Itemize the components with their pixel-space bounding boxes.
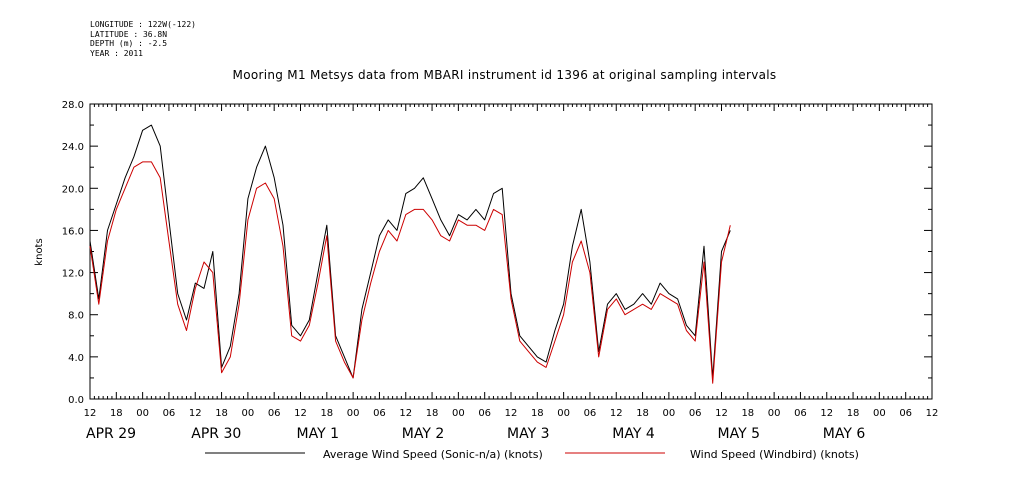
x-tick-label: 18	[320, 408, 333, 419]
x-tick-label: 06	[373, 408, 386, 419]
x-tick-label: 00	[347, 408, 360, 419]
x-tick-label: 12	[84, 408, 97, 419]
x-tick-label: 18	[215, 408, 228, 419]
x-tick-label: 12	[715, 408, 728, 419]
x-tick-label: 06	[794, 408, 807, 419]
x-tick-label: 18	[636, 408, 649, 419]
x-tick-label: 06	[689, 408, 702, 419]
y-tick-label: 16.0	[62, 226, 84, 237]
x-date-label: MAY 2	[402, 426, 444, 442]
x-tick-label: 12	[820, 408, 833, 419]
x-tick-label: 18	[531, 408, 544, 419]
y-axis: 0.0 4.0 8.0 12.0 16.0 20.0 24.0 28.0	[62, 100, 932, 406]
x-date-label: APR 30	[191, 426, 241, 442]
x-tick-label: 18	[741, 408, 754, 419]
depth-text: DEPTH (m) : -2.5	[90, 39, 168, 48]
x-tick-label: 12	[189, 408, 202, 419]
legend-label-sonic: Average Wind Speed (Sonic-n/a) (knots)	[323, 448, 543, 461]
x-tick-label: 00	[873, 408, 886, 419]
x-tick-label: 12	[505, 408, 518, 419]
x-tick-label: 18	[426, 408, 439, 419]
x-tick-label: 00	[768, 408, 781, 419]
x-tick-label: 00	[242, 408, 255, 419]
x-axis: 12 18 00 06 12 18 00 06 12 18 00 06 12 18 00 06 12 18 00 06…	[84, 104, 939, 442]
y-tick-label: 12.0	[62, 269, 84, 280]
x-tick-label: 12	[399, 408, 412, 419]
x-tick-label: 06	[899, 408, 912, 419]
x-tick-label: 18	[110, 408, 123, 419]
x-tick-label: 06	[584, 408, 597, 419]
x-date-label: MAY 3	[507, 426, 549, 442]
series-group	[89, 124, 731, 384]
x-tick-label: 00	[452, 408, 465, 419]
legend-label-windbird: Wind Speed (Windbird) (knots)	[690, 448, 859, 461]
y-tick-label: 8.0	[68, 311, 84, 322]
y-tick-label: 0.0	[68, 395, 84, 406]
y-tick-label: 28.0	[62, 100, 84, 111]
longitude-text: LONGITUDE : 122W(-122)	[90, 20, 196, 29]
x-date-label: APR 29	[86, 426, 136, 442]
x-date-label: MAY 4	[612, 426, 655, 442]
legend: Average Wind Speed (Sonic-n/a) (knots) W…	[205, 448, 859, 461]
x-tick-label: 06	[478, 408, 491, 419]
y-axis-label: knots	[34, 238, 45, 265]
x-tick-label: 12	[294, 408, 307, 419]
y-tick-label: 20.0	[62, 184, 84, 195]
latitude-text: LATITUDE : 36.8N	[90, 29, 168, 39]
x-date-label: MAY 5	[718, 426, 760, 442]
x-tick-label: 00	[557, 408, 570, 419]
metadata-block: LONGITUDE : 122W(-122) LATITUDE : 36.8N …	[90, 20, 196, 58]
year-text: YEAR : 2011	[90, 48, 143, 58]
y-tick-label: 4.0	[68, 353, 84, 364]
x-tick-label: 00	[136, 408, 149, 419]
x-date-label: MAY 6	[823, 426, 866, 442]
x-tick-label: 18	[847, 408, 860, 419]
x-tick-label: 12	[926, 408, 939, 419]
x-date-label: MAY 1	[297, 426, 339, 442]
plot-frame	[89, 103, 933, 400]
x-tick-label: 06	[268, 408, 281, 419]
chart-title: Mooring M1 Metsys data from MBARI instru…	[232, 68, 777, 82]
x-tick-label: 12	[610, 408, 623, 419]
series-line-windbird	[89, 161, 731, 384]
y-tick-label: 24.0	[62, 142, 84, 153]
series-line-sonic	[89, 124, 731, 379]
x-tick-label: 06	[163, 408, 176, 419]
x-tick-label: 00	[663, 408, 676, 419]
